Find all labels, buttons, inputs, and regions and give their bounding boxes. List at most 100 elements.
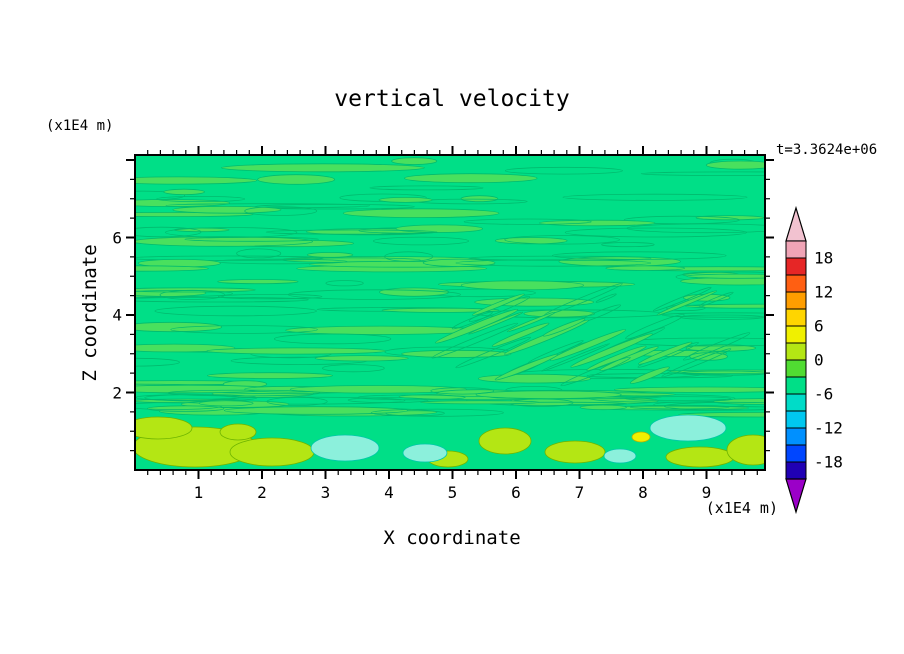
contour-streak (381, 307, 500, 313)
contour-streak (135, 265, 209, 272)
contour-streak (135, 297, 309, 303)
contour-streak (378, 196, 433, 203)
updraft-cell (544, 440, 606, 464)
updraft-cell (135, 416, 193, 440)
contour-streak (236, 248, 282, 259)
y-axis-unit: (x1E4 m) (46, 118, 114, 134)
contour-streak (523, 309, 595, 318)
contour-streak (217, 293, 323, 300)
contour-streak (455, 336, 531, 369)
contour-streak (579, 404, 627, 411)
contour-streak (357, 394, 466, 401)
colorbar-segment (785, 240, 807, 259)
x-axis-tick-label: 9 (701, 483, 712, 502)
contour-streak (223, 406, 409, 415)
contour-streak (244, 206, 318, 216)
contour-streak (656, 290, 718, 316)
contour-streak (475, 390, 622, 400)
contour-streak (472, 293, 525, 316)
downdraft-cell (310, 434, 380, 462)
contour-streak (135, 290, 233, 297)
contour-streak (314, 355, 409, 362)
downdraft-cell (649, 414, 727, 442)
contour-streak (135, 255, 324, 261)
contour-streak (154, 305, 317, 317)
x-axis-tick-label: 1 (193, 483, 204, 502)
contour-streak (370, 408, 504, 417)
contour-streak (184, 236, 319, 242)
plot-title: vertical velocity (334, 86, 570, 112)
colorbar-tick-label: 18 (814, 248, 834, 268)
colorbar-bottom-arrow (785, 478, 807, 515)
y-axis-tick-label: 2 (112, 383, 122, 402)
contour-streak (431, 322, 519, 359)
contour-streak (156, 195, 246, 202)
contour-streak (595, 293, 617, 303)
contour-field (135, 155, 765, 470)
colorbar-segment (785, 444, 807, 463)
downdraft-cell (603, 448, 637, 464)
contour-streak (287, 289, 461, 300)
contour-streak (652, 286, 712, 312)
contour-streak (468, 255, 652, 261)
colorbar-segment (785, 410, 807, 429)
colorbar-segment (785, 342, 807, 361)
y-axis-label: Z coordinate (79, 244, 101, 382)
contour-streak (491, 322, 550, 347)
contour-streak (372, 236, 469, 246)
contour-streak (173, 227, 230, 233)
contour-streak (217, 279, 299, 285)
contour-streak (135, 357, 180, 367)
colorbar-segment (785, 274, 807, 293)
y-axis-tick-label: 6 (112, 228, 122, 247)
contour-streak (135, 321, 223, 333)
colorbar-segment (785, 393, 807, 412)
contour-streak (135, 287, 256, 293)
colorbar-segment (785, 308, 807, 327)
x-axis-tick-label: 8 (638, 483, 648, 502)
contour-streak (541, 343, 611, 372)
contour-streak (430, 387, 495, 395)
colorbar-segment (785, 291, 807, 310)
contour-streak (661, 312, 765, 318)
contour-streak (401, 349, 512, 358)
contour-streak (661, 348, 732, 378)
contour-streak (637, 341, 693, 365)
colorbar-segment (785, 376, 807, 395)
contour-streak (460, 195, 499, 203)
contour-streak (682, 332, 751, 361)
contour-streak (605, 265, 685, 271)
contour-streak (640, 171, 765, 176)
updraft-core (631, 431, 651, 443)
contour-streak (163, 188, 205, 195)
colorbar-top-arrow (785, 205, 807, 242)
contour-streak (680, 370, 765, 376)
colorbar-segment (785, 359, 807, 378)
time-stamp: t=3.3624e+06 (776, 142, 878, 158)
colorbar-tick-label: 0 (814, 350, 824, 370)
colorbar-tick-label: 6 (814, 316, 824, 336)
contour-streak (539, 219, 656, 227)
y-axis-tick-label: 4 (112, 305, 122, 325)
contour-streak (504, 166, 623, 175)
contour-streak (306, 252, 354, 258)
colorbar-tick-label: -6 (814, 384, 834, 404)
contour-streak (135, 226, 202, 238)
contour-streak (285, 325, 478, 335)
x-axis-unit: (x1E4 m) (705, 499, 778, 517)
updraft-cell (726, 434, 765, 466)
contour-streak (325, 280, 364, 287)
contour-streak (404, 173, 538, 184)
contour-streak (273, 333, 392, 345)
updraft-cell (229, 437, 315, 467)
contour-streak (144, 394, 258, 402)
x-axis-tick-label: 6 (511, 483, 521, 502)
contour-streak (342, 208, 500, 219)
contour-streak (663, 401, 765, 411)
plot-frame (134, 154, 766, 471)
contour-streak (494, 353, 558, 381)
contour-streak (698, 291, 734, 307)
contour-streak (266, 396, 328, 406)
